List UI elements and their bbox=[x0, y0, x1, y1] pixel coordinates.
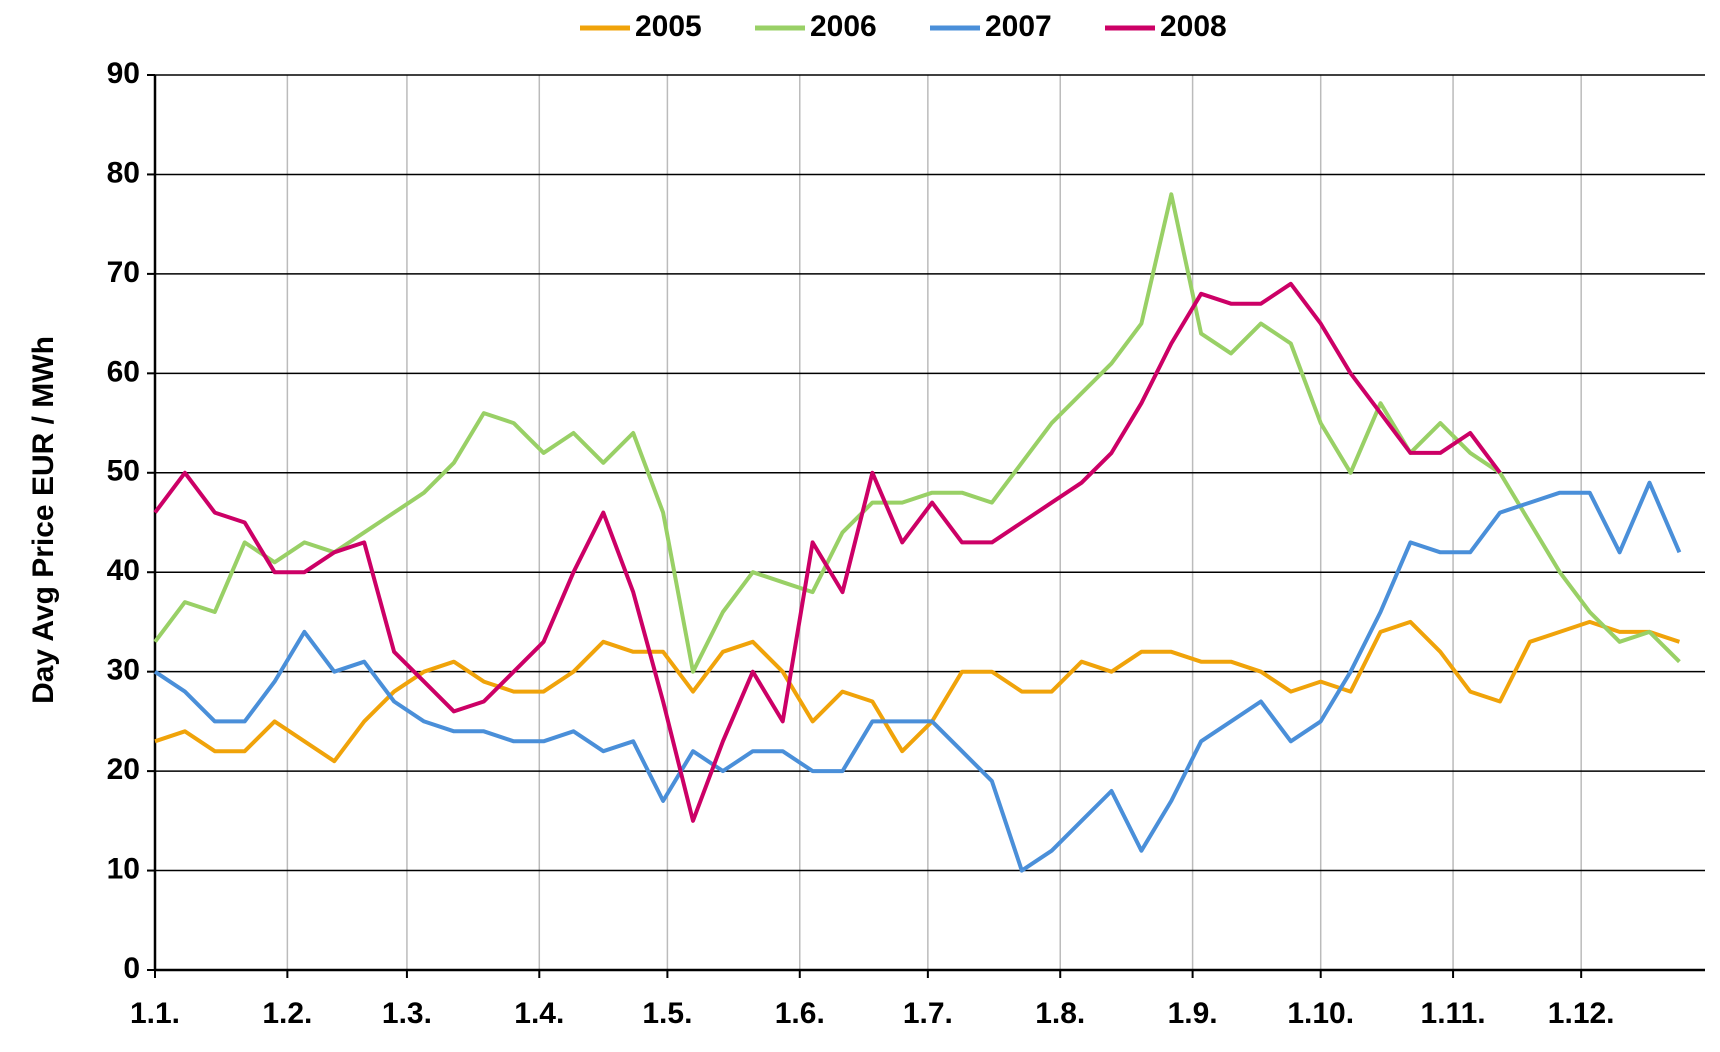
x-tick-label: 1.11. bbox=[1421, 997, 1486, 1030]
y-tick-label: 50 bbox=[107, 455, 140, 488]
x-tick-label: 1.10. bbox=[1287, 997, 1354, 1030]
series-line bbox=[154, 619, 1681, 764]
x-tick-label: 1.2. bbox=[262, 997, 312, 1030]
y-axis-label: Day Avg Price EUR / MWh bbox=[27, 336, 60, 704]
x-tick-label: 1.1. bbox=[130, 997, 180, 1030]
legend-label: 2005 bbox=[635, 10, 702, 43]
y-tick-label: 20 bbox=[107, 753, 140, 786]
legend-label: 2006 bbox=[810, 10, 877, 43]
y-tick-label: 90 bbox=[107, 57, 140, 90]
y-tick-label: 80 bbox=[107, 156, 140, 189]
x-tick-label: 1.4. bbox=[514, 997, 564, 1030]
y-tick-label: 10 bbox=[107, 852, 140, 885]
x-tick-label: 1.8. bbox=[1035, 997, 1085, 1030]
y-tick-label: 0 bbox=[123, 952, 140, 985]
series-line bbox=[153, 281, 1502, 823]
legend-label: 2007 bbox=[985, 10, 1052, 43]
series-line bbox=[153, 480, 1682, 873]
x-tick-label: 1.5. bbox=[642, 997, 692, 1030]
y-tick-label: 60 bbox=[107, 355, 140, 388]
y-tick-label: 70 bbox=[107, 256, 140, 289]
x-tick-label: 1.6. bbox=[775, 997, 825, 1030]
x-tick-label: 1.3. bbox=[382, 997, 432, 1030]
legend-label: 2008 bbox=[1160, 10, 1227, 43]
y-tick-label: 40 bbox=[107, 554, 140, 587]
y-tick-label: 30 bbox=[107, 654, 140, 687]
x-tick-label: 1.7. bbox=[903, 997, 953, 1030]
x-tick-label: 1.12. bbox=[1548, 997, 1615, 1030]
series-line bbox=[153, 192, 1681, 674]
x-tick-label: 1.9. bbox=[1168, 997, 1218, 1030]
